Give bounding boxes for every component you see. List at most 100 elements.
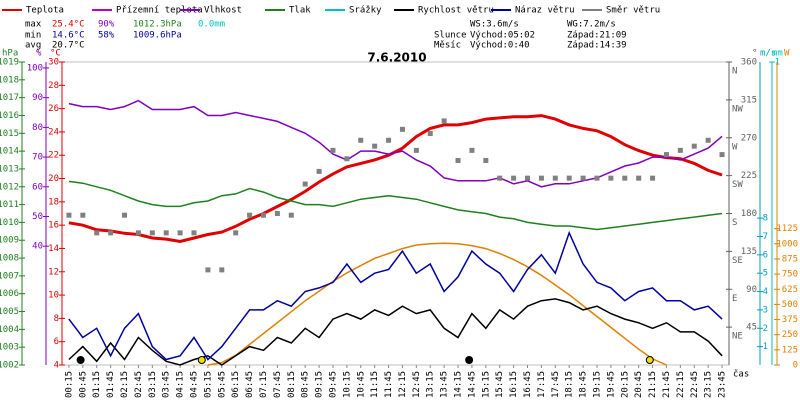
axis-unit: %: [36, 49, 42, 59]
direction-point: [163, 230, 169, 236]
moon-set: Západ:14:39: [567, 41, 627, 51]
x-tick-label: 22:15: [676, 371, 686, 398]
y-tick-label: 360: [741, 58, 757, 68]
y-tick-label: 750: [782, 270, 798, 280]
series-line: [68, 298, 723, 366]
y-tick-label: 2: [763, 324, 768, 334]
legend-label: Tlak: [289, 6, 311, 16]
direction-point: [441, 118, 447, 124]
sun-set: Západ:21:09: [567, 31, 627, 41]
axis-unit: W: [784, 49, 790, 59]
direction-point: [497, 175, 503, 181]
direction-point: [372, 143, 378, 149]
y-tick-label: 1006: [0, 289, 19, 299]
x-tick-label: 16:45: [523, 371, 533, 398]
direction-point: [344, 156, 350, 162]
direction-point: [302, 181, 308, 187]
x-tick-label: 15:45: [495, 371, 505, 398]
y-tick-label: 250: [782, 330, 798, 340]
direction-name: W: [732, 142, 738, 152]
y-tick-label: 1004: [0, 325, 19, 335]
direction-point: [94, 230, 100, 236]
x-tick-label: 06:45: [245, 371, 255, 398]
direction-point: [483, 157, 489, 163]
x-tick-label: 17:15: [537, 371, 547, 398]
x-tick-label: 21:15: [648, 371, 658, 398]
legend-label: Vlhkost: [204, 6, 242, 16]
sun-rise: Východ:05:02: [470, 31, 535, 41]
wind-speed: WS:3.6m/s: [470, 20, 519, 30]
x-tick-label: 14:45: [467, 371, 477, 398]
series-line: [68, 99, 723, 188]
y-tick-label: 1012: [0, 182, 19, 192]
stat-label: avg: [25, 41, 41, 51]
chart-title: 7.6.2010: [367, 51, 426, 65]
y-tick-label: 1013: [0, 164, 19, 174]
x-tick-label: 22:45: [690, 371, 700, 398]
legend-label: Rychlost větru: [418, 6, 494, 16]
direction-name: NW: [732, 104, 743, 114]
y-tick-label: 0: [793, 361, 798, 371]
y-tick-label: 24: [48, 127, 59, 137]
y-tick-label: 20: [48, 174, 59, 184]
direction-point: [594, 175, 600, 181]
y-tick-label: 6: [763, 250, 768, 260]
axis-unit: hPa: [2, 49, 18, 59]
axis-unit: °: [752, 49, 757, 59]
x-tick-label: 12:15: [398, 371, 408, 398]
legend-label: Srážky: [349, 6, 382, 16]
y-tick-label: 18: [48, 197, 59, 207]
y-tick-label: 225: [741, 171, 757, 181]
direction-name: N: [732, 67, 737, 77]
y-tick-label: 26: [48, 104, 59, 114]
x-tick-label: 09:45: [328, 371, 338, 398]
y-tick-label: 1015: [0, 129, 19, 139]
stat: 25.4°C: [52, 20, 85, 30]
direction-point: [650, 175, 656, 181]
x-tick-label: 04:15: [176, 371, 186, 398]
x-tick-label: 17:45: [551, 371, 561, 398]
direction-point: [247, 212, 253, 218]
y-tick-label: 180: [741, 209, 757, 219]
direction-point: [552, 175, 558, 181]
y-tick-label: 1019: [0, 58, 19, 68]
y-tick-label: 1000: [776, 239, 798, 249]
y-tick-label: 875: [782, 254, 798, 264]
direction-point: [469, 147, 475, 153]
x-tick-label: 15:15: [481, 371, 491, 398]
axis-unit: °C: [50, 49, 61, 59]
y-tick-label: 100: [27, 63, 43, 73]
x-tick-label: 13:45: [440, 371, 450, 398]
event-marker: [465, 356, 474, 364]
y-tick-label: 1007: [0, 271, 19, 281]
legend-label: Přízemní teplota: [116, 6, 203, 16]
x-tick-label: 23:15: [704, 371, 714, 398]
x-tick-label: 04:45: [190, 371, 200, 398]
y-tick-label: 1014: [0, 147, 19, 157]
wind-gust: WG:7.2m/s: [567, 20, 616, 30]
direction-point: [608, 175, 614, 181]
x-tick-label: 11:15: [370, 371, 380, 398]
x-tick-label: 20:45: [634, 371, 644, 398]
y-tick-label: 8: [763, 214, 768, 224]
y-tick-label: 1016: [0, 111, 19, 121]
direction-point: [538, 175, 544, 181]
x-tick-label: 05:45: [217, 371, 227, 398]
direction-point: [288, 212, 294, 218]
direction-point: [219, 267, 225, 273]
moon-label: Měsíc: [434, 41, 461, 51]
y-tick-label: 50: [32, 212, 43, 222]
stat-label: max: [25, 20, 42, 30]
series-line: [68, 114, 723, 244]
y-tick-label: 12: [48, 267, 59, 277]
direction-point: [274, 211, 280, 216]
x-tick-label: 03:45: [162, 371, 172, 398]
direction-point: [580, 175, 586, 181]
direction-point: [677, 147, 683, 153]
y-tick-label: 1005: [0, 307, 19, 317]
y-tick-label: 1: [763, 342, 768, 352]
y-tick-label: 40: [32, 242, 43, 252]
stat: 14.6°C: [52, 31, 85, 41]
y-tick-label: 3: [763, 305, 768, 315]
y-tick-label: 135: [741, 247, 757, 257]
